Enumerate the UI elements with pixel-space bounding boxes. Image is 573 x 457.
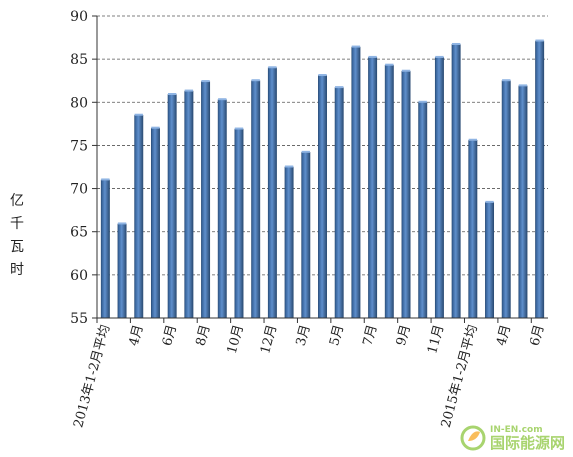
x-tick-label: 5月	[327, 323, 347, 347]
bar-4	[167, 94, 177, 319]
bar-17	[384, 64, 394, 319]
bar-top-23	[485, 200, 494, 203]
bar-top-7	[218, 98, 227, 101]
bars	[100, 39, 545, 319]
bar-top-1	[117, 222, 127, 225]
bar-9	[251, 80, 261, 319]
bar-7	[217, 99, 227, 319]
bar-top-17	[385, 63, 394, 66]
x-tick-label: 3月	[294, 323, 314, 347]
bar-top-4	[167, 93, 177, 96]
bar-top-14	[335, 86, 344, 89]
bar-8	[234, 128, 244, 319]
bar-26	[535, 40, 545, 319]
y-tick-label: 60	[70, 268, 88, 284]
y-tick-label: 85	[70, 52, 88, 68]
x-tick-label: 6月	[160, 323, 180, 347]
x-tick-label: 11月	[425, 323, 447, 355]
bar-top-18	[401, 69, 411, 72]
bar-top-12	[301, 150, 310, 153]
x-tick-label: 9月	[394, 323, 414, 347]
watermark-logo: IN-EN.com 国际能源网	[460, 425, 565, 451]
bar-top-0	[101, 178, 110, 181]
bar-top-5	[184, 89, 194, 92]
y-tick-label: 80	[70, 95, 88, 111]
bar-top-21	[451, 42, 461, 45]
y-tick-label: 55	[70, 311, 88, 327]
y-tick-label: 90	[70, 9, 88, 25]
bar-top-8	[234, 127, 244, 130]
bar-13	[318, 75, 327, 319]
bar-21	[451, 44, 461, 319]
bar-12	[301, 152, 311, 319]
x-tick-label: 4月	[127, 323, 147, 347]
bar-top-2	[134, 113, 143, 116]
x-tick-label: 6月	[528, 323, 548, 347]
x-tick-label: 2013年1-2月平均	[71, 323, 113, 429]
y-axis-label-char: 亿	[10, 193, 24, 209]
bar-3	[150, 127, 160, 319]
bar-22	[468, 139, 478, 319]
x-tick-label: 7月	[360, 323, 380, 347]
y-axis-label-char: 时	[10, 262, 24, 278]
y-tick-label: 75	[70, 138, 88, 154]
leaf-logo-icon	[460, 425, 486, 451]
y-tick-label: 70	[70, 182, 88, 198]
bar-11	[284, 166, 294, 319]
y-tick-labels: 55 60 65 70 75 80 85 90	[70, 9, 88, 327]
bar-top-13	[318, 74, 327, 77]
bar-10	[267, 67, 277, 319]
bar-1	[117, 223, 127, 319]
bar-top-25	[518, 84, 528, 87]
bar-top-20	[435, 55, 444, 58]
bar-top-26	[535, 39, 544, 42]
bar-24	[501, 80, 511, 319]
bar-top-24	[502, 79, 511, 82]
axes	[92, 15, 548, 323]
y-axis-label-char: 瓦	[10, 239, 24, 255]
bar-5	[184, 90, 194, 319]
bar-6	[201, 81, 211, 319]
x-tick-label: 12月	[258, 323, 280, 355]
bar-top-19	[418, 100, 427, 103]
bar-top-15	[351, 45, 361, 48]
y-axis-label-char: 千	[10, 216, 24, 232]
bar-15	[351, 46, 361, 319]
bar-2	[134, 114, 144, 319]
x-tick-labels: 2013年1-2月平均 4月 6月 8月 10月 12月 3月 5月 7月 9月 11月2015年1…	[71, 323, 547, 429]
bar-25	[518, 85, 528, 319]
bar-top-10	[268, 66, 277, 69]
bar-14	[334, 87, 344, 319]
bar-top-9	[251, 79, 260, 82]
x-tick-label: 10月	[225, 323, 247, 355]
y-tick-label: 65	[70, 225, 88, 241]
bar-top-6	[201, 80, 210, 83]
bar-19	[418, 101, 428, 319]
bar-top-22	[468, 138, 478, 141]
watermark-name: 国际能源网	[489, 434, 565, 452]
bar-top-3	[151, 126, 160, 129]
x-tick-label: 2015年1-2月平均	[439, 323, 481, 429]
bar-16	[368, 57, 378, 319]
watermark-domain: IN-EN.com	[489, 425, 543, 435]
bar-23	[485, 202, 495, 319]
bar-top-16	[368, 55, 377, 58]
x-tick-label: 8月	[193, 323, 213, 347]
bar-20	[434, 57, 444, 319]
x-tick-label: 4月	[494, 323, 514, 347]
bar-18	[401, 70, 411, 319]
bar-0	[100, 179, 110, 319]
bar-top-11	[284, 165, 294, 168]
